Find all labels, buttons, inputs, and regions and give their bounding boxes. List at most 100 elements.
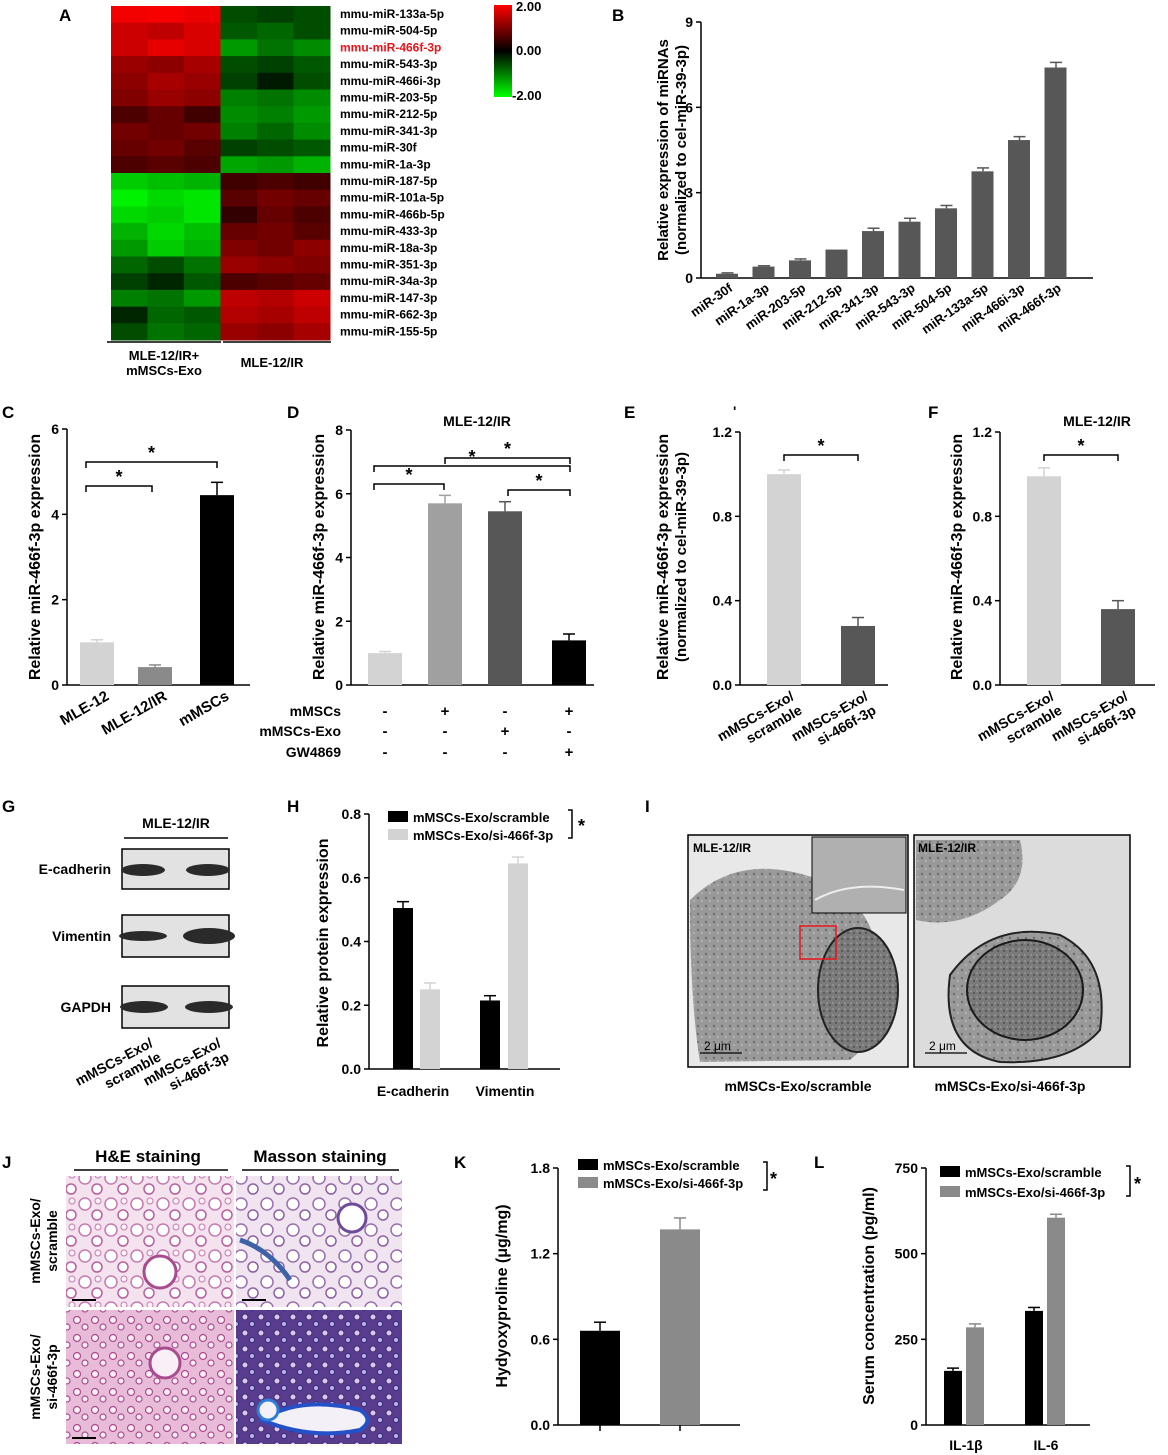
heatmap-row-label: mmu-miR-203-5p — [340, 91, 437, 105]
heatmap-cell — [220, 89, 258, 107]
heatmap-cell — [184, 56, 221, 74]
heatmap-row-label: mmu-miR-187-5p — [340, 174, 437, 188]
chart-h-bar — [393, 908, 413, 1069]
chart-l-y-tick-label: 0 — [910, 1417, 918, 1433]
heatmap-cell — [220, 22, 258, 40]
chart-c-significance-bracket — [85, 461, 218, 468]
heatmap-row-label: mmu-miR-101a-5p — [340, 191, 444, 205]
chart-h: 0.0 0.2 0.4 0.6 0.8 E-cadherin Vimentin mMSCs-E… — [315, 806, 585, 1099]
chart-e-y-tick-label: 1.2 — [713, 424, 733, 440]
chart-h-bar — [480, 1000, 500, 1069]
chart-c-bar — [200, 495, 234, 685]
chart-h-y-label: Relative protein expression — [315, 839, 332, 1048]
heatmap-cell — [220, 6, 258, 24]
chart-c-significance-bracket — [85, 485, 153, 492]
chart-f-significance-label: * — [1077, 436, 1084, 456]
histology-masson-scramble — [236, 1176, 402, 1307]
chart-h-x-tick-label: E-cadherin — [377, 1083, 449, 1099]
chart-e-significance-bracket — [783, 454, 859, 461]
chart-c-x-tick-label: MLE-12/IR — [99, 688, 170, 739]
heatmap-cell — [147, 72, 185, 90]
heatmap-cell — [184, 22, 221, 40]
heatmap-cell — [184, 289, 221, 308]
heatmap-cell — [220, 273, 258, 291]
heatmap-cell — [111, 156, 148, 174]
chart-b-y-tick-label: 0 — [685, 270, 693, 286]
heatmap-cell — [184, 206, 221, 224]
histology-row2-label-line1: mMSCs-Exo/ — [27, 1334, 43, 1420]
chart-d-condition-label: mMSCs — [290, 703, 342, 719]
panel-letter-l: L — [814, 1153, 824, 1172]
heatmap-cell — [220, 289, 258, 308]
chart-f-y-label: Relative miR-466f-3p expression — [949, 434, 966, 680]
chart-d-y-tick-label: 0 — [335, 677, 343, 693]
heatmap-cell — [111, 273, 148, 291]
chart-d-condition-label: GW4869 — [286, 744, 341, 760]
chart-c-y-tick-label: 2 — [51, 592, 59, 608]
chart-b-bar — [862, 231, 884, 278]
chart-k-y-tick-label: 1.8 — [531, 1160, 551, 1176]
chart-d-significance-label: * — [405, 465, 412, 485]
tem-tag-si: MLE-12/IR — [918, 841, 976, 855]
chart-d-significance-label: * — [535, 471, 542, 491]
heatmap-cell — [147, 173, 185, 191]
heatmap-cell — [293, 306, 331, 324]
heatmap-row-label: mmu-miR-466f-3p — [340, 40, 441, 54]
heatmap-cell — [293, 89, 331, 107]
blot-band — [120, 1001, 168, 1013]
chart-e-significance-label: * — [817, 436, 824, 456]
chart-d-significance-bracket — [444, 457, 571, 464]
chart-l-y-tick-label: 250 — [895, 1331, 919, 1347]
chart-l-legend-swatch — [940, 1166, 960, 1177]
chart-h-y-tick-label: 0.0 — [342, 1061, 362, 1077]
heatmap-cell — [147, 39, 185, 57]
chart-b-y-tick-label: 6 — [685, 99, 693, 115]
heatmap-row-label: mmu-miR-433-3p — [340, 224, 437, 238]
masson-staining-title: Masson staining — [253, 1147, 386, 1166]
chart-k: 0.0 0.6 1.2 1.8 mMSCs-Exo/scramble mMSCs-Exo/… — [494, 1158, 777, 1433]
chart-k-y-label: Hydyoxyproline (μg/mg) — [494, 1204, 511, 1387]
chart-b-bar — [1008, 140, 1030, 278]
heatmap-cell — [147, 156, 185, 174]
chart-f-title: MLE-12/IR — [1063, 413, 1131, 429]
heatmap-cell — [293, 206, 331, 224]
heatmap-row-label: mmu-miR-212-5p — [340, 107, 437, 121]
heatmap-cell — [111, 239, 148, 257]
heatmap-cell — [147, 6, 185, 24]
chart-d-significance-bracket — [373, 465, 571, 472]
chart-f-bar — [1101, 609, 1135, 685]
chart-h-y-tick-label: 0.4 — [342, 934, 362, 950]
chart-e-y-tick-label: 0.0 — [713, 677, 733, 693]
tem-caption-si: mMSCs-Exo/si-466f-3p — [935, 1078, 1086, 1094]
chart-h-y-tick-label: 0.8 — [342, 806, 362, 822]
heatmap-cell — [147, 256, 185, 274]
chart-l-bar — [1047, 1217, 1065, 1425]
chart-d-bar — [552, 640, 586, 685]
heatmap-cell — [111, 323, 148, 341]
heatmap-cell — [111, 173, 148, 191]
heatmap-cell — [220, 256, 258, 274]
chart-h-bar — [420, 989, 440, 1069]
heatmap-cell — [220, 306, 258, 324]
heatmap-cell — [220, 39, 258, 57]
heatmap-cell — [147, 323, 185, 341]
chart-d-condition-mark: - — [383, 703, 388, 720]
panel-letter-k: K — [454, 1153, 467, 1172]
heatmap-cell — [111, 256, 148, 274]
chart-c-significance-label: * — [115, 467, 122, 487]
tem-scale-si: 2 μm — [929, 1039, 956, 1053]
scale-label-max: 2.00 — [516, 0, 541, 14]
heatmap-row-label: mmu-miR-1a-3p — [340, 157, 431, 171]
heatmap-cell — [257, 106, 294, 124]
panel-letter-f: F — [928, 403, 938, 422]
heatmap-cell — [293, 223, 331, 241]
heatmap-cell — [147, 289, 185, 308]
heatmap-cell — [111, 122, 148, 141]
chart-d-title: MLE-12/IR — [443, 413, 511, 429]
chart-f: 0.00.40.81.2mMSCs-Exo/scramblemMSCs-Exo/… — [949, 413, 1155, 748]
scale-label-min: -2.00 — [512, 88, 542, 103]
heatmap-cell — [220, 56, 258, 74]
heatmap-cell — [220, 223, 258, 241]
heatmap-cell — [147, 106, 185, 124]
